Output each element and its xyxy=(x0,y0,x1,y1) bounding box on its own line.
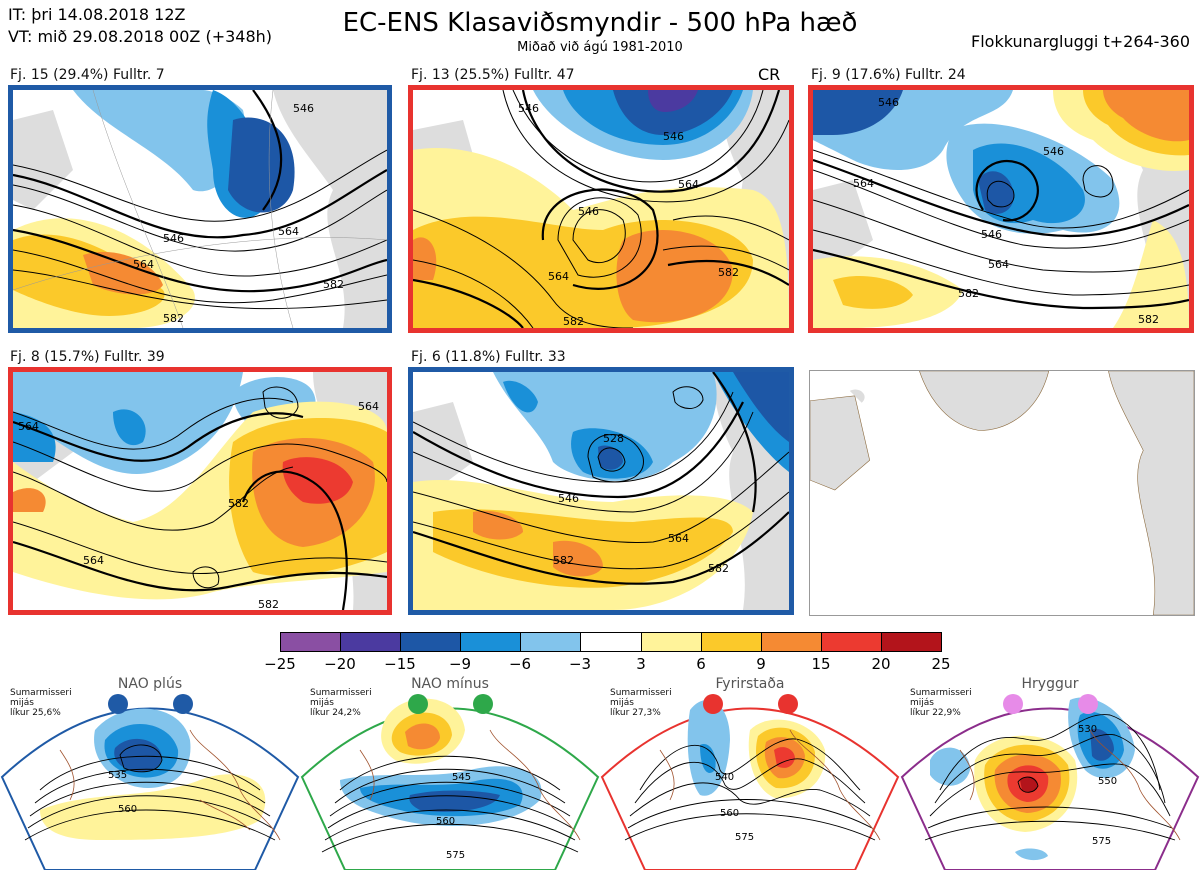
colorbar-tick: 9 xyxy=(756,655,766,673)
contour-label: 564 xyxy=(278,225,299,238)
contour-label: 564 xyxy=(678,178,699,191)
regime-hryggur: 530 550 575 Hryggur Sumarmisseri mijás l… xyxy=(900,670,1200,870)
colorbar-tick: −9 xyxy=(448,655,472,673)
panel-2-extra: CR xyxy=(758,65,781,84)
contour-label: 582 xyxy=(163,312,184,325)
regime-info: Sumarmisseri mijás líkur 22,9% xyxy=(910,688,972,718)
contour-label: 546 xyxy=(878,96,899,109)
page-subtitle: Miðað við ágú 1981-2010 xyxy=(517,40,683,55)
contour-label: 564 xyxy=(358,400,379,413)
page-title: EC-ENS Klasaviðsmyndir - 500 hPa hæð xyxy=(342,8,858,38)
panel-5-label: Fj. 6 (11.8%) Fulltr. 33 xyxy=(411,349,566,365)
cluster-map-1: 546 546 564 564 582 582 xyxy=(8,85,392,333)
contour-label: 564 xyxy=(668,532,689,545)
colorbar-tick: −20 xyxy=(324,655,356,673)
contour-label: 546 xyxy=(518,102,539,115)
colorbar-swatch xyxy=(641,633,702,651)
colorbar-tick: −6 xyxy=(508,655,532,673)
colorbar-swatch xyxy=(701,633,762,651)
contour-label: 582 xyxy=(323,278,344,291)
contour-label: 582 xyxy=(563,315,584,328)
regime-contour-label: 560 xyxy=(436,816,455,827)
regime-title: Fyrirstaða xyxy=(715,676,785,692)
regime-contour-label: 530 xyxy=(1078,724,1097,735)
regime-contour-label: 560 xyxy=(720,808,739,819)
panel-2-label: Fj. 13 (25.5%) Fulltr. 47 xyxy=(411,67,575,83)
colorbar-tick: 20 xyxy=(871,655,891,673)
regime-info: Sumarmisseri mijás líkur 25,6% xyxy=(10,688,72,718)
colorbar-swatch xyxy=(521,633,582,651)
colorbar-swatch xyxy=(401,633,462,651)
contour-label: 564 xyxy=(83,554,104,567)
it-line: IT: þri 14.08.2018 12Z xyxy=(8,5,186,24)
cluster-map-5: 528 546 564 582 582 xyxy=(408,367,794,615)
panel-4-label: Fj. 8 (15.7%) Fulltr. 39 xyxy=(10,349,165,365)
contour-label: 564 xyxy=(133,258,154,271)
regime-info: Sumarmisseri mijás líkur 27,3% xyxy=(610,688,672,718)
colorbar-tick: −15 xyxy=(384,655,416,673)
contour-label: 546 xyxy=(578,205,599,218)
regime-fyrirstada: 540 560 575 Fyrirstaða Sumarmisseri mijá… xyxy=(600,670,900,870)
contour-label: 564 xyxy=(548,270,569,283)
cluster-map-2: 546 546 546 564 564 582 582 xyxy=(408,85,794,333)
panel-3-label: Fj. 9 (17.6%) Fulltr. 24 xyxy=(811,67,966,83)
vt-line: VT: mið 29.08.2018 00Z (+348h) xyxy=(8,27,273,46)
contour-label: 582 xyxy=(228,497,249,510)
contour-label: 564 xyxy=(853,177,874,190)
regime-contour-label: 545 xyxy=(452,772,471,783)
contour-label: 546 xyxy=(1043,145,1064,158)
regime-title: Hryggur xyxy=(1021,676,1079,692)
colorbar-swatch xyxy=(761,633,822,651)
panel-1-label: Fj. 15 (29.4%) Fulltr. 7 xyxy=(10,67,165,83)
regime-contour-label: 540 xyxy=(715,772,734,783)
cluster-map-3: 546 564 546 546 564 582 582 xyxy=(808,85,1194,333)
contour-label: 528 xyxy=(603,432,624,445)
contour-label: 582 xyxy=(258,598,279,610)
regime-nao-minus: 545 560 575 NAO mínus Sumarmisseri mijás… xyxy=(300,670,600,870)
colorbar-tick: 6 xyxy=(696,655,706,673)
contour-label: 546 xyxy=(293,102,314,115)
contour-label: 564 xyxy=(988,258,1009,271)
contour-label: 582 xyxy=(718,266,739,279)
colorbar xyxy=(280,632,942,652)
contour-label: 546 xyxy=(981,228,1002,241)
contour-label: 546 xyxy=(663,130,684,143)
contour-label: 582 xyxy=(1138,313,1159,326)
contour-label: 582 xyxy=(958,287,979,300)
colorbar-tick: −25 xyxy=(264,655,296,673)
contour-label: 582 xyxy=(553,554,574,567)
classification-window: Flokkunargluggi t+264-360 xyxy=(971,32,1190,51)
base-map-empty xyxy=(809,370,1195,616)
contour-label: 546 xyxy=(163,232,184,245)
colorbar-swatch xyxy=(341,633,402,651)
cluster-map-4: 564 564 582 582 564 xyxy=(8,367,392,615)
colorbar-tick: 25 xyxy=(931,655,951,673)
regime-title: NAO plús xyxy=(117,676,183,692)
colorbar-tick: 15 xyxy=(811,655,831,673)
contour-label: 564 xyxy=(18,420,39,433)
colorbar-swatch xyxy=(281,633,342,651)
colorbar-swatch xyxy=(581,633,642,651)
regime-contour-label: 575 xyxy=(446,850,465,861)
regime-contour-label: 575 xyxy=(1092,836,1111,847)
regime-contour-label: 560 xyxy=(118,804,137,815)
regime-contour-label: 550 xyxy=(1098,776,1117,787)
header-info: IT: þri 14.08.2018 12Z VT: mið 29.08.201… xyxy=(8,4,272,48)
regime-info: Sumarmisseri mijás líkur 24,2% xyxy=(310,688,372,718)
colorbar-swatch xyxy=(881,633,942,651)
colorbar-swatch xyxy=(821,633,882,651)
regime-contour-label: 535 xyxy=(108,770,127,781)
contour-label: 582 xyxy=(708,562,729,575)
colorbar-swatch xyxy=(461,633,522,651)
colorbar-tick: 3 xyxy=(636,655,646,673)
regime-title: NAO mínus xyxy=(411,676,489,692)
colorbar-tick: −3 xyxy=(568,655,592,673)
regime-contour-label: 575 xyxy=(735,832,754,843)
contour-label: 546 xyxy=(558,492,579,505)
regime-nao-plus: 535 560 NAO plús Sumarmisseri mijás líku… xyxy=(0,670,300,870)
